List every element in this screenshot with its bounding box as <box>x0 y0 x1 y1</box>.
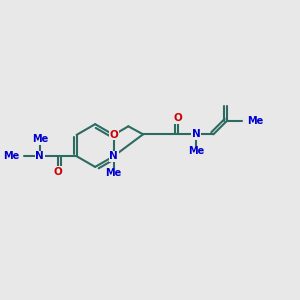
Text: O: O <box>54 167 63 177</box>
Text: N: N <box>109 151 118 161</box>
Text: N: N <box>192 129 201 139</box>
Text: Me: Me <box>3 151 19 161</box>
Text: O: O <box>173 113 182 123</box>
Text: Me: Me <box>106 168 122 178</box>
Text: O: O <box>109 130 118 140</box>
Text: Me: Me <box>32 134 48 144</box>
Text: N: N <box>35 151 44 161</box>
Text: Me: Me <box>188 146 204 156</box>
Text: Me: Me <box>247 116 263 126</box>
